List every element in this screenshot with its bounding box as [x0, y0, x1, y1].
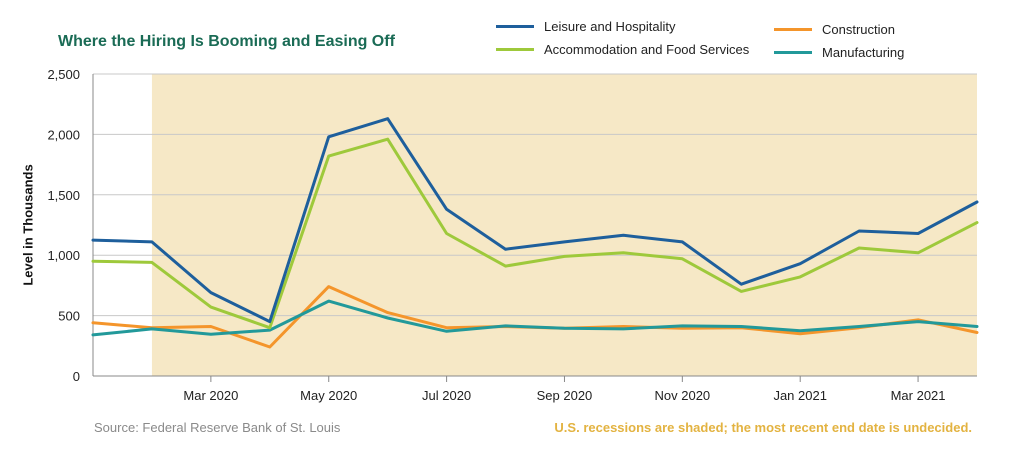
x-tick-label: Jan 2021 [773, 388, 827, 403]
legend-item-manufacturing: Manufacturing [774, 45, 904, 60]
x-tick-label: Sep 2020 [537, 388, 593, 403]
series-line-manufacturing [91, 299, 979, 337]
legend-swatch-accommodation [496, 48, 534, 51]
x-tick-label: May 2020 [300, 388, 357, 403]
y-tick-label: 2,000 [47, 127, 80, 142]
legend-label-construction: Construction [822, 22, 895, 37]
x-tick-label: Mar 2021 [891, 388, 946, 403]
x-tick-label: Nov 2020 [655, 388, 711, 403]
recession-shading [151, 74, 977, 376]
y-tick-label: 500 [58, 309, 80, 324]
legend-swatch-construction [774, 28, 812, 31]
chart-title: Where the Hiring Is Booming and Easing O… [58, 33, 395, 50]
legend-label-leisure: Leisure and Hospitality [544, 19, 676, 34]
series-line-accommodation-and-food-services [91, 137, 979, 330]
recession-note: U.S. recessions are shaded; the most rec… [554, 420, 972, 435]
legend-swatch-manufacturing [774, 51, 812, 54]
x-tick-label: Mar 2020 [183, 388, 238, 403]
y-tick-label: 1,000 [47, 248, 80, 263]
legend-swatch-leisure [496, 25, 534, 28]
y-tick-label: 0 [73, 369, 80, 384]
legend-label-accommodation: Accommodation and Food Services [544, 42, 750, 57]
y-tick-label: 2,500 [47, 67, 80, 82]
legend-item-construction: Construction [774, 22, 895, 37]
y-tick-label: 1,500 [47, 188, 80, 203]
legend-label-manufacturing: Manufacturing [822, 45, 905, 60]
series-line-leisure-and-hospitality [91, 117, 979, 324]
legend-item-accommodation: Accommodation and Food Services [496, 42, 749, 57]
x-tick-label: Jul 2020 [422, 388, 471, 403]
source-note: Source: Federal Reserve Bank of St. Loui… [94, 420, 341, 435]
legend-item-leisure: Leisure and Hospitality [496, 19, 676, 34]
